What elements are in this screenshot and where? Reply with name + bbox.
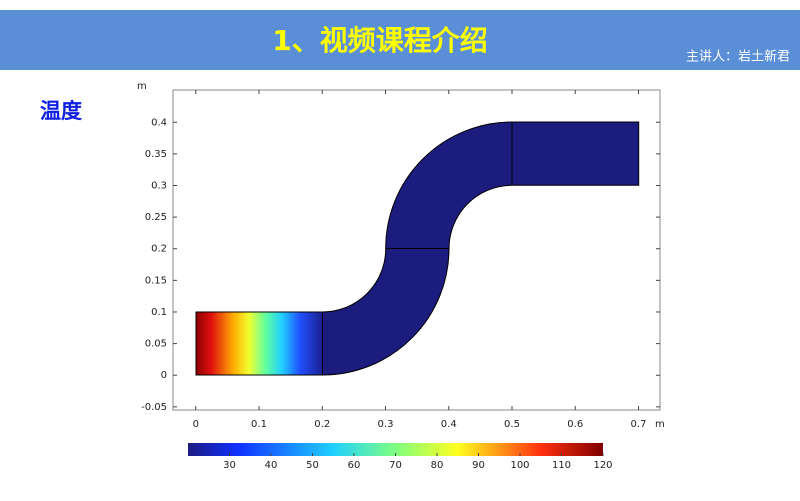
y-unit: m: [137, 81, 147, 92]
colorbar-tick-label: 100: [510, 460, 529, 471]
hot-segment: [195, 311, 323, 376]
colorbar-tick-label: 110: [552, 460, 571, 471]
y-tick-label: 0.1: [151, 307, 167, 318]
x-tick-label: 0: [193, 419, 199, 430]
x-tick-label: 0.3: [378, 419, 394, 430]
title: 1、视频课程介绍: [272, 24, 487, 57]
x-unit: m: [655, 419, 665, 430]
colorbar-tick-label: 120: [593, 460, 612, 471]
label: 温度: [40, 99, 82, 123]
colorbar-tick-label: 70: [389, 460, 402, 471]
y-tick-label: -0.05: [141, 402, 167, 413]
y-tick-label: 0.15: [145, 275, 167, 286]
colorbar-tick-label: 90: [472, 460, 485, 471]
colorbar-tick-label: 60: [348, 460, 361, 471]
x-tick-label: 0.5: [504, 419, 520, 430]
x-tick-label: 0.6: [567, 419, 583, 430]
x-tick-label: 0.2: [314, 419, 330, 430]
speaker: 主讲人：岩土新君: [686, 49, 790, 65]
y-tick-label: 0.25: [145, 212, 167, 223]
y-tick-label: 0.4: [151, 117, 167, 128]
y-tick-label: 0.2: [151, 244, 167, 255]
pipe-bend: [322, 121, 640, 376]
y-tick-label: 0.3: [151, 180, 167, 191]
header-bar: [0, 10, 800, 70]
colorbar-tick-label: 80: [431, 460, 444, 471]
y-tick-label: 0: [161, 370, 167, 381]
colorbar-tick-label: 40: [265, 460, 278, 471]
y-tick-label: 0.05: [145, 339, 167, 350]
x-tick-label: 0.4: [441, 419, 457, 430]
x-tick-label: 0.1: [251, 419, 267, 430]
y-tick-label: 0.35: [145, 149, 167, 160]
x-tick-label: 0.7: [631, 419, 647, 430]
colorbar: [188, 443, 603, 456]
colorbar-tick-label: 50: [306, 460, 319, 471]
colorbar-tick-label: 30: [223, 460, 236, 471]
